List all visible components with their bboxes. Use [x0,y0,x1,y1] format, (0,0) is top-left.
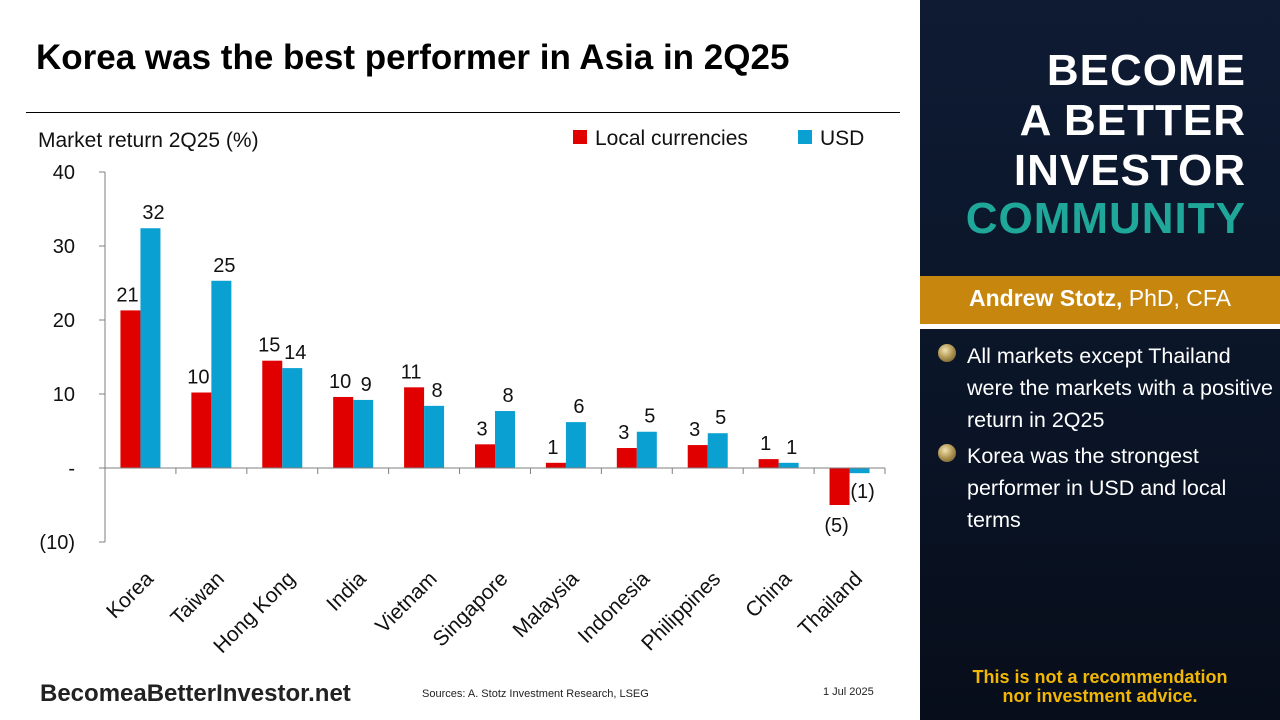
bar-usd [211,280,232,468]
bar-usd [140,228,161,468]
data-label: 8 [502,385,513,407]
bar-local [120,310,141,468]
data-label: 5 [715,407,726,429]
brand-line: BECOME [1046,46,1246,95]
disclaimer-line: This is not a recommendation [972,667,1228,687]
bar-usd [282,368,303,468]
x-category-label: Vietnam [371,567,441,637]
data-label: 1 [760,433,771,455]
data-label: 3 [476,418,487,440]
x-category-label: Malaysia [509,567,584,642]
y-tick-label: 40 [53,162,75,184]
bar-local [475,444,495,468]
bar-usd [778,462,799,468]
x-category-label: Taiwan [166,567,228,629]
disclaimer-line: nor investment advice. [1002,686,1198,706]
brand-line: INVESTOR [1013,146,1246,195]
bar-usd [849,468,870,474]
author-name: Andrew Stotz, [969,285,1123,311]
legend-label: Local currencies [595,127,748,150]
data-label: 11 [401,361,422,383]
data-label: 21 [116,284,138,306]
author-credit: Andrew Stotz, PhD, CFA [920,285,1280,312]
y-axis-label: Market return 2Q25 (%) [38,129,259,152]
brand-line-community: COMMUNITY [965,194,1246,243]
data-label: 3 [689,419,700,441]
data-label: 1 [547,437,558,459]
x-category-label: China [741,567,796,622]
bars [120,228,870,505]
brand-line: A BETTER [1019,96,1246,145]
bar-local [545,462,566,468]
data-label: 3 [618,422,629,444]
bar-usd [353,399,374,468]
disclaimer: This is not a recommendation nor investm… [920,668,1280,706]
bar-usd [424,405,445,468]
x-category-label: India [322,567,371,616]
data-label: 10 [187,367,209,389]
side-panel: BECOME A BETTER INVESTOR COMMUNITY Andre… [920,0,1280,720]
data-label: 32 [142,202,164,224]
footer-brand: BecomeaBetterInvestor.net [40,680,351,707]
y-tick-label: 20 [53,310,75,332]
x-category-label: Thailand [794,567,867,640]
slide-title: Korea was the best performer in Asia in … [36,38,790,77]
legend-label: USD [820,127,864,150]
bar-usd [707,433,728,468]
y-tick-label: 30 [53,236,75,258]
bar-local [333,396,354,468]
bar-usd [636,431,657,468]
title-divider [26,112,900,113]
bar-local [404,387,425,468]
bullet-text: All markets except Thailand were the mar… [967,344,1273,432]
data-label: 8 [432,380,443,402]
data-label: 10 [329,371,351,393]
data-label: 9 [361,374,372,396]
value-labels: 21 10 15 10 11 3 1 3 3 1 (5) 32 25 14 9 8 8 6 5 5 1 (1) [116,202,874,537]
data-label: (5) [824,515,848,537]
footer-date: 1 Jul 2025 [823,686,874,698]
bar-local [191,392,212,468]
y-tick-label: 10 [53,384,75,406]
bullet-icon [938,344,956,362]
legend-swatch [798,130,812,144]
author-band: Andrew Stotz, PhD, CFA [920,276,1280,329]
bar-local [616,448,637,468]
bar-usd [565,422,586,468]
bar-chart: Market return 2Q25 (%) Local currencies U… [38,127,886,658]
bar-local [758,459,779,468]
data-label: 25 [213,255,235,277]
data-label: 15 [258,335,280,357]
data-label: 14 [284,342,306,364]
legend-swatch [573,130,587,144]
footer-sources: Sources: A. Stotz Investment Research, L… [422,688,649,700]
bullet-icon [938,444,956,462]
x-category-label: Singapore [429,567,513,651]
bar-local [687,445,708,468]
data-label: 1 [786,437,797,459]
author-credentials: PhD, CFA [1122,285,1231,311]
x-category-label: Korea [102,567,158,623]
y-axis: 40 30 20 10 - (10) [39,162,106,554]
bullet-text: Korea was the strongest performer in USD… [967,444,1227,532]
bar-local [829,468,850,505]
legend: Local currencies USD [573,127,864,150]
bar-usd [495,411,515,468]
y-tick-label: - [68,458,75,480]
data-label: (1) [850,481,874,503]
data-label: 6 [573,396,584,418]
bar-local [262,360,283,468]
y-tick-label: (10) [39,532,75,554]
data-label: 5 [644,406,655,428]
